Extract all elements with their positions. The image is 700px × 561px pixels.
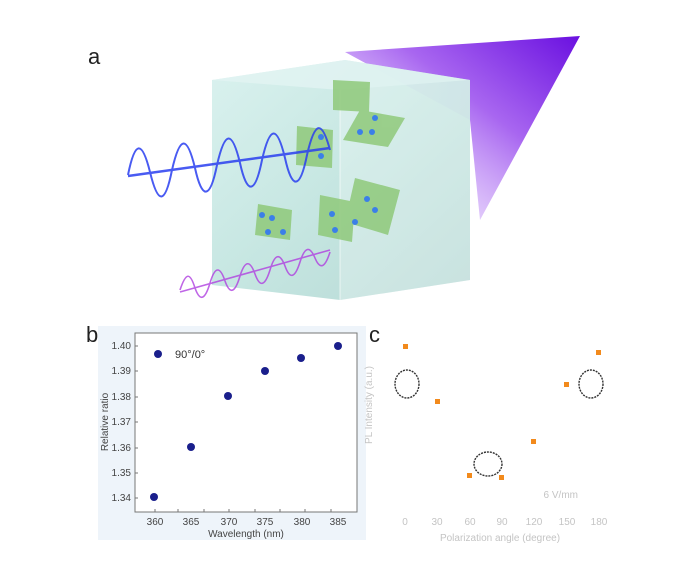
svg-text:120: 120 xyxy=(526,517,543,528)
svg-text:1.39: 1.39 xyxy=(112,366,132,377)
svg-text:1.34: 1.34 xyxy=(112,493,132,504)
svg-text:385: 385 xyxy=(330,517,347,528)
svg-text:90: 90 xyxy=(496,517,508,528)
svg-text:370: 370 xyxy=(221,517,238,528)
svg-text:180: 180 xyxy=(591,517,608,528)
emitted-wave xyxy=(179,248,331,298)
svg-text:1.36: 1.36 xyxy=(112,443,132,454)
chart-c-points xyxy=(403,344,601,480)
chart-b-x-ticks: 360 365 370 375 380 385 xyxy=(147,517,347,528)
chart-c-x-label: Polarization angle (degree) xyxy=(440,533,560,544)
svg-text:375: 375 xyxy=(257,517,274,528)
svg-text:1.40: 1.40 xyxy=(112,341,132,352)
svg-text:1.38: 1.38 xyxy=(112,392,132,403)
chart-b-y-label: Relative ratio xyxy=(100,392,111,451)
chart-b-y-ticks: 1.40 1.39 1.38 1.37 1.36 1.35 1.34 xyxy=(112,341,132,504)
chart-b-points xyxy=(150,342,342,501)
chart-c-x-ticks: 0 30 60 90 120 150 180 xyxy=(402,517,608,528)
chart-c-annotation: 6 V/mm xyxy=(544,490,578,501)
svg-text:360: 360 xyxy=(147,517,164,528)
chart-b-plot-area xyxy=(134,332,358,513)
svg-text:380: 380 xyxy=(294,517,311,528)
chart-b-x-label: Wavelength (nm) xyxy=(208,529,284,540)
svg-text:0: 0 xyxy=(402,517,408,528)
chart-b-legend: 90°/0° xyxy=(175,349,205,361)
svg-text:1.35: 1.35 xyxy=(112,468,132,479)
svg-text:30: 30 xyxy=(431,517,443,528)
excitation-wave xyxy=(127,127,331,198)
panel-a-schematic xyxy=(127,36,580,300)
panel-c-label: c xyxy=(369,322,380,347)
panel-a-label: a xyxy=(88,44,101,69)
svg-text:60: 60 xyxy=(464,517,476,528)
panel-b-label: b xyxy=(86,322,99,347)
svg-text:365: 365 xyxy=(183,517,200,528)
dopant-dots xyxy=(259,115,378,235)
svg-text:1.37: 1.37 xyxy=(112,417,132,428)
chart-c-y-label: PL Intensity (a.u.) xyxy=(364,366,375,444)
legend-marker xyxy=(154,350,162,358)
polarization-ellipses xyxy=(394,369,604,477)
svg-text:150: 150 xyxy=(559,517,576,528)
